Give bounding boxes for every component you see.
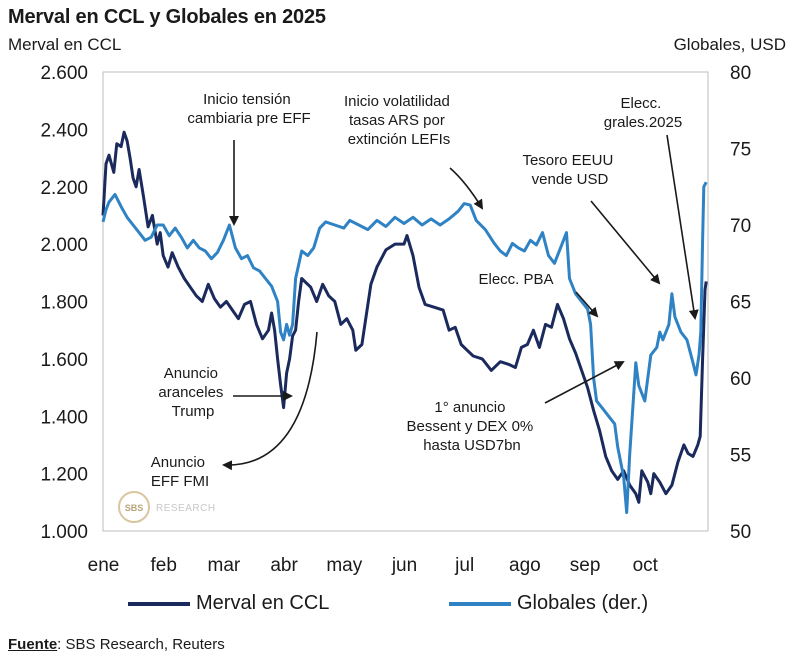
annotation-fmi: Anuncio EFF FMI (151, 454, 209, 490)
svg-text:RESEARCH: RESEARCH (156, 503, 216, 514)
y-right-tick-label: 55 (730, 446, 751, 467)
annotation-aranceles: Anuncio aranceles Trump (158, 365, 227, 420)
y-left-tick-label: 2.600 (40, 63, 88, 84)
x-tick-label-sep: sep (570, 555, 601, 576)
y-right-tick-label: 75 (730, 140, 751, 161)
x-tick-label-mar: mar (208, 555, 241, 576)
y-right-tick-label: 70 (730, 216, 751, 237)
x-tick-label-ene: ene (88, 555, 120, 576)
series-line-merval (101, 130, 708, 504)
y-left-tick-label: 1.200 (40, 465, 88, 486)
legend-swatch-merval (128, 601, 190, 606)
legend-item-merval: Merval en CCL (128, 592, 329, 615)
y-left-tick-label: 2.400 (40, 120, 88, 141)
source-note: Fuente: SBS Research, Reuters (8, 636, 225, 653)
arrow-elecc-pba (575, 291, 599, 318)
y-left-tick-label: 2.000 (40, 235, 88, 256)
annotation-arrows (222, 134, 699, 471)
left-axis-ticks: 1.000 1.200 1.400 1.600 1.800 2.000 2.200 2.400… (40, 63, 88, 543)
source-label: Fuente (8, 636, 58, 653)
legend-label-globales: Globales (der.) (517, 592, 649, 614)
y-axis-right-label: Globales, USD (673, 35, 786, 54)
series-line-globales (101, 181, 708, 515)
right-axis-ticks: 50 55 60 65 70 75 80 (730, 63, 751, 543)
y-left-tick-label: 2.200 (40, 178, 88, 199)
x-tick-label-ago: ago (509, 555, 541, 576)
x-tick-label-may: may (326, 555, 362, 576)
chart-area: 1.000 1.200 1.400 1.600 1.800 2.000 2.200 2.400… (40, 63, 751, 576)
annotation-elecc-pba: Elecc. PBA (478, 271, 553, 288)
arrow-elecc-grales (666, 134, 699, 320)
annotation-elecc-grales: Elecc. grales.2025 (604, 95, 682, 131)
legend: Merval en CCL Globales (der.) (0, 592, 800, 622)
annotation-bessent: 1° anuncio Bessent y DEX 0% hasta USD7bn (407, 399, 538, 454)
x-tick-label-oct: oct (633, 555, 659, 576)
x-tick-label-jun: jun (391, 555, 417, 576)
legend-label-merval: Merval en CCL (196, 592, 330, 614)
x-tick-label-abr: abr (270, 555, 298, 576)
annotation-texts: Inicio tensión cambiaria pre EFF Inicio … (151, 91, 682, 490)
y-right-tick-label: 80 (730, 63, 751, 84)
arrow-tesoro (590, 200, 661, 285)
sbs-research-watermark: SBS RESEARCH (118, 491, 216, 523)
legend-swatch-globales (449, 601, 511, 606)
y-axis-left-label: Merval en CCL (8, 35, 122, 54)
arrow-bessent (544, 361, 625, 404)
chart-title: Merval en CCL y Globales en 2025 (8, 6, 326, 28)
y-left-tick-label: 1.600 (40, 350, 88, 371)
annotation-tesoro: Tesoro EEUU vende USD (522, 152, 617, 188)
x-axis-ticks: ene feb mar abr may jun jul ago sep oct (88, 555, 659, 576)
source-text: : SBS Research, Reuters (57, 636, 225, 653)
arrow-fmi (222, 331, 318, 471)
y-right-tick-label: 65 (730, 293, 751, 314)
y-left-tick-label: 1.000 (40, 522, 88, 543)
svg-text:SBS: SBS (125, 503, 144, 513)
plot-frame (102, 71, 709, 532)
legend-item-globales: Globales (der.) (449, 592, 648, 615)
annotation-tension: Inicio tensión cambiaria pre EFF (187, 91, 310, 127)
y-left-tick-label: 1.800 (40, 293, 88, 314)
y-right-tick-label: 60 (730, 369, 751, 390)
y-left-tick-label: 1.400 (40, 407, 88, 428)
x-tick-label-feb: feb (150, 555, 176, 576)
y-right-tick-label: 50 (730, 522, 751, 543)
annotation-volatilidad: Inicio volatilidad tasas ARS por extinci… (344, 93, 454, 148)
arrow-volatilidad (449, 167, 484, 210)
x-tick-label-jul: jul (454, 555, 474, 576)
